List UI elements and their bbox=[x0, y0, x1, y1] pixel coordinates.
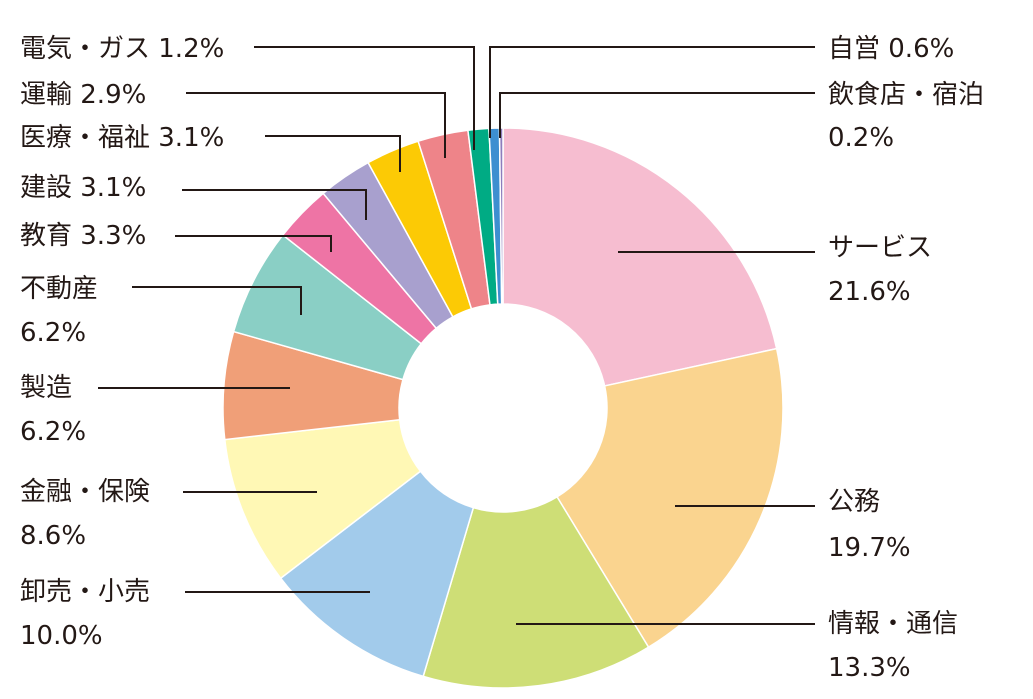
slice-name-label-3: 卸売・小売 bbox=[20, 577, 150, 607]
leader-line-slice-13 bbox=[499, 92, 815, 138]
slice-value-label-13: 0.2% bbox=[828, 123, 894, 153]
leader-line-slice-11 bbox=[254, 46, 475, 150]
leader-line-slice-7 bbox=[175, 235, 332, 252]
slice-value-label-4: 8.6% bbox=[20, 521, 86, 551]
slice-label-11: 電気・ガス 1.2% bbox=[20, 34, 224, 64]
slice-value-label-1: 19.7% bbox=[828, 533, 911, 563]
slice-labels: サービス 21.6% 公務 19.7% 情報・通信 13.3% 卸売・小売 10.0% 金融・保… bbox=[20, 34, 984, 683]
donut-slice-0 bbox=[502, 127, 778, 387]
slice-value-label-3: 10.0% bbox=[20, 621, 103, 651]
slice-label-9: 医療・福祉 3.1% bbox=[20, 123, 224, 153]
slice-value-label-0: 21.6% bbox=[828, 277, 911, 307]
donut-slice-2 bbox=[422, 495, 650, 689]
slice-label-8: 建設 3.1% bbox=[20, 173, 146, 203]
leader-line-slice-8 bbox=[182, 189, 367, 220]
slice-name-label-13: 飲食店・宿泊 bbox=[828, 80, 984, 110]
slice-name-label-4: 金融・保険 bbox=[20, 477, 150, 507]
leader-line-slice-6 bbox=[132, 286, 302, 315]
leader-lines bbox=[98, 46, 815, 625]
slice-value-label-6: 6.2% bbox=[20, 318, 86, 348]
donut-slice-3 bbox=[279, 470, 475, 678]
slice-name-label-6: 不動産 bbox=[20, 274, 98, 304]
leader-line-slice-10 bbox=[186, 92, 446, 158]
slice-name-label-2: 情報・通信 bbox=[828, 609, 958, 639]
slice-name-label-5: 製造 bbox=[20, 373, 72, 403]
slice-value-label-5: 6.2% bbox=[20, 417, 86, 447]
leader-line-slice-9 bbox=[265, 135, 401, 172]
slice-label-12: 自営 0.6% bbox=[828, 34, 954, 64]
slice-name-label-0: サービス bbox=[828, 233, 932, 263]
slice-label-7: 教育 3.3% bbox=[20, 221, 146, 251]
slice-name-label-1: 公務 bbox=[828, 487, 880, 517]
leader-line-slice-12 bbox=[489, 46, 815, 138]
donut-slice-1 bbox=[556, 347, 784, 649]
slice-value-label-2: 13.3% bbox=[828, 653, 911, 683]
slice-label-10: 運輸 2.9% bbox=[20, 80, 146, 110]
donut-slices bbox=[222, 127, 784, 689]
